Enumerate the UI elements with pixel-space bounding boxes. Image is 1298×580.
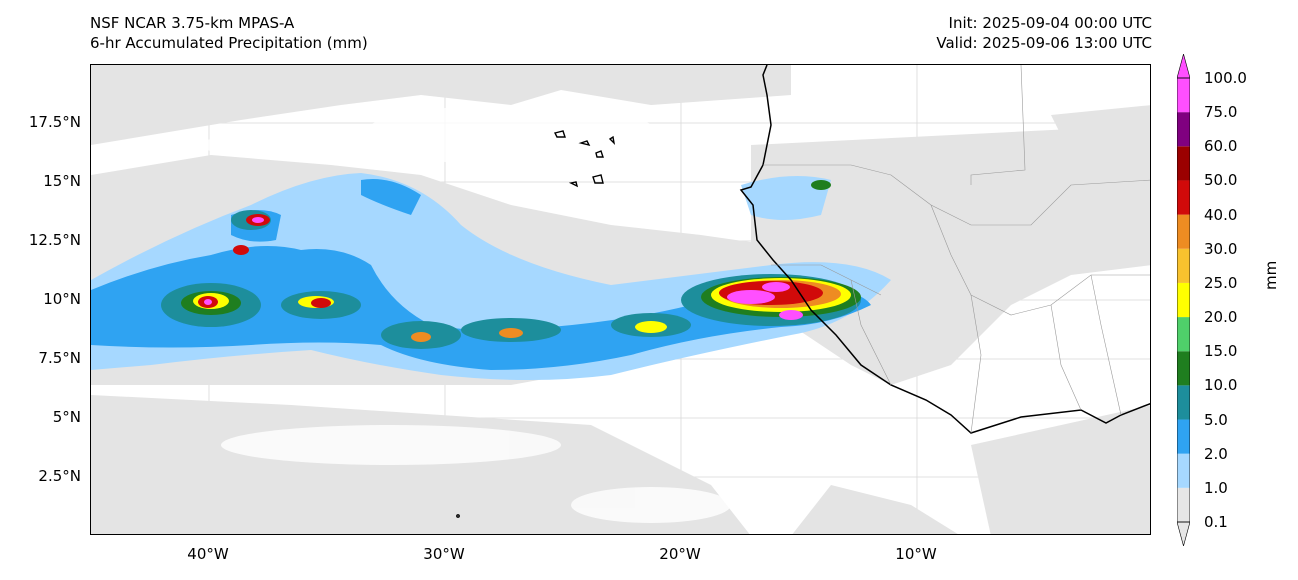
colorbar-segment bbox=[1177, 78, 1190, 113]
colorbar-level-label: 30.0 bbox=[1204, 239, 1238, 258]
colorbar-level-label: 100.0 bbox=[1204, 69, 1247, 87]
colorbar-units: mm bbox=[1262, 260, 1280, 290]
colorbar-level-label: 50.0 bbox=[1204, 171, 1238, 190]
colorbar-segment bbox=[1177, 146, 1190, 181]
colorbar-segment bbox=[1177, 248, 1190, 283]
lon-tick: 20°W bbox=[659, 545, 701, 563]
colorbar-level-label: 60.0 bbox=[1204, 137, 1238, 156]
colorbar-level-label: 2.0 bbox=[1204, 444, 1228, 463]
colorbar-segment bbox=[1177, 351, 1190, 386]
colorbar-extend-max bbox=[1177, 54, 1190, 79]
colorbar-segment bbox=[1177, 282, 1190, 318]
lat-tick: 2.5°N bbox=[38, 467, 81, 485]
lat-tick: 7.5°N bbox=[38, 349, 81, 367]
colorbar-segment bbox=[1177, 180, 1190, 215]
model-name: NSF NCAR 3.75-km MPAS-A bbox=[90, 14, 295, 32]
chart-title-right: Init: 2025-09-04 00:00 UTC Valid: 2025-0… bbox=[936, 13, 1152, 53]
lon-tick: 30°W bbox=[423, 545, 465, 563]
band-75-100mm bbox=[204, 217, 803, 320]
colorbar bbox=[1177, 54, 1190, 546]
colorbar-level-label: 20.0 bbox=[1204, 308, 1238, 327]
country-borders bbox=[763, 65, 1150, 434]
map-panel bbox=[90, 64, 1151, 535]
colorbar-level-label: 1.0 bbox=[1204, 478, 1228, 497]
lat-tick: 17.5°N bbox=[28, 113, 81, 131]
colorbar-segment bbox=[1177, 214, 1190, 249]
light-precip-gaps bbox=[201, 105, 731, 523]
valid-time: Valid: 2025-09-06 13:00 UTC bbox=[936, 34, 1152, 52]
colorbar-level-label: 25.0 bbox=[1204, 273, 1238, 292]
colorbar-segment bbox=[1177, 487, 1190, 522]
init-time: Init: 2025-09-04 00:00 UTC bbox=[948, 14, 1152, 32]
colorbar-segment bbox=[1177, 317, 1190, 352]
chart-title-left: NSF NCAR 3.75-km MPAS-A 6-hr Accumulated… bbox=[90, 13, 368, 53]
colorbar-extend-min bbox=[1177, 521, 1190, 546]
lat-tick: 12.5°N bbox=[28, 231, 81, 249]
lat-tick: 10°N bbox=[43, 290, 81, 308]
colorbar-segment bbox=[1177, 385, 1190, 420]
lat-tick: 15°N bbox=[43, 172, 81, 190]
lat-tick: 5°N bbox=[52, 408, 81, 426]
colorbar-level-label: 5.0 bbox=[1204, 410, 1228, 429]
islands bbox=[456, 130, 616, 518]
colorbar-segment bbox=[1177, 419, 1190, 454]
colorbar-segment bbox=[1177, 112, 1190, 147]
colorbar-level-label: 0.1 bbox=[1204, 513, 1228, 531]
coastline bbox=[739, 65, 1150, 434]
lon-tick: 10°W bbox=[895, 545, 937, 563]
precip-map bbox=[91, 65, 1150, 534]
colorbar-segment bbox=[1177, 453, 1190, 488]
colorbar-level-label: 15.0 bbox=[1204, 342, 1238, 361]
colorbar-level-label: 40.0 bbox=[1204, 205, 1238, 224]
field-name: 6-hr Accumulated Precipitation (mm) bbox=[90, 34, 368, 52]
colorbar-level-label: 10.0 bbox=[1204, 376, 1238, 395]
lon-tick: 40°W bbox=[187, 545, 229, 563]
colorbar-level-label: 75.0 bbox=[1204, 103, 1238, 122]
